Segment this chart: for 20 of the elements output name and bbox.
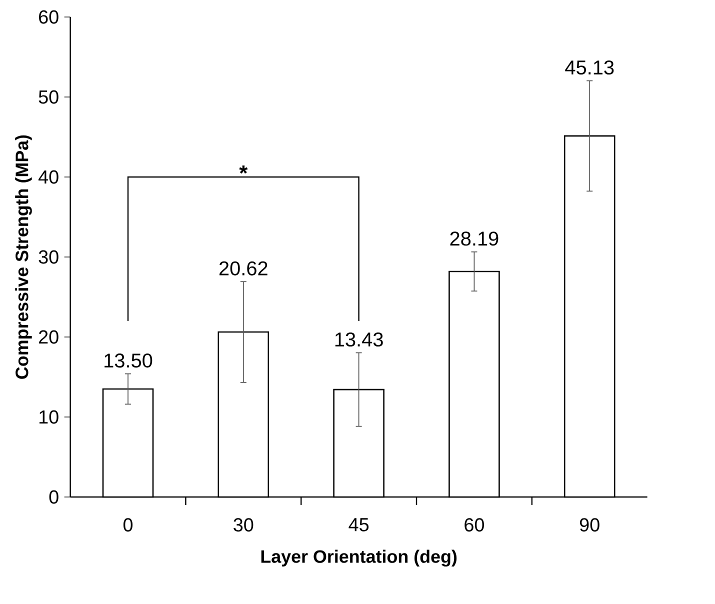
y-tick-label: 60 — [39, 10, 58, 24]
x-tick-label: 30 — [234, 518, 254, 532]
x-axis-title: Layer Orientation (deg) — [261, 550, 457, 567]
x-tick-label: 0 — [123, 518, 133, 532]
x-tick-label: 90 — [580, 518, 600, 532]
annotation: * — [239, 165, 248, 174]
y-axis-title: Compressive Strength (MPa) — [15, 135, 32, 379]
data-label: 20.62 — [219, 261, 268, 276]
y-tick-label: 50 — [38, 90, 58, 104]
y-tick-label: 20 — [39, 330, 58, 344]
y-tick-label: 0 — [49, 490, 58, 504]
y-tick-label: 40 — [38, 170, 58, 184]
x-tick-label: 60 — [464, 518, 484, 532]
y-tick-label: 10 — [40, 410, 58, 424]
data-label: 45.13 — [565, 60, 614, 75]
data-label: 28.19 — [450, 232, 498, 246]
data-label: 13.43 — [335, 332, 383, 347]
data-label: 13.50 — [104, 354, 152, 368]
y-tick-label: 30 — [38, 250, 58, 264]
x-tick-label: 45 — [348, 518, 369, 532]
